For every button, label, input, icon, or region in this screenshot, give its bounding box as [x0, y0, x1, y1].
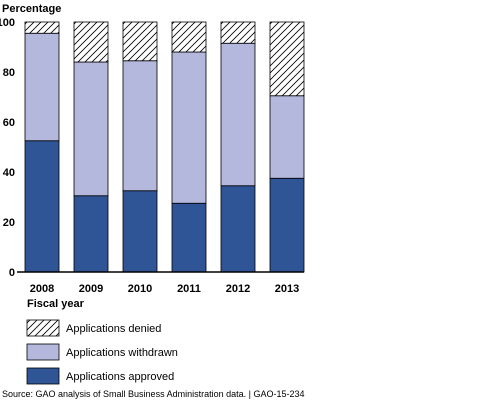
y-tick-label: 40 — [3, 167, 15, 179]
bar-segment — [73, 21, 109, 63]
bar-segment — [171, 21, 207, 53]
bar-segment — [73, 195, 109, 273]
x-tick-label: 2008 — [30, 283, 54, 295]
y-axis-title: Percentage — [2, 3, 61, 15]
bar-segment — [220, 185, 256, 273]
y-tick-label: 0 — [9, 267, 15, 279]
legend-swatch — [26, 367, 60, 385]
bar-segment — [269, 177, 305, 273]
bar-segment — [73, 61, 109, 197]
bar-segment — [269, 21, 305, 97]
bar-segment — [269, 95, 305, 179]
bar-segment — [122, 21, 158, 62]
x-tick-label: 2013 — [275, 283, 299, 295]
x-axis-ticks: 2008 2009 2010 2011 2012 2013 — [30, 283, 299, 295]
y-tick-label: 20 — [3, 217, 15, 229]
x-axis-title: Fiscal year — [27, 298, 85, 310]
bar-segment — [171, 202, 207, 273]
bar-segment — [122, 60, 158, 192]
x-tick-label: 2009 — [79, 283, 103, 295]
x-tick-label: 2011 — [177, 283, 201, 295]
source-note: Source: GAO analysis of Small Business A… — [2, 389, 304, 399]
legend: Applications denied Applications withdraw… — [26, 319, 178, 385]
legend-label: Applications denied — [66, 323, 161, 335]
bar-segment — [220, 42, 256, 187]
y-tick-label: 80 — [3, 67, 15, 79]
bars — [24, 21, 305, 273]
bar-segment — [24, 32, 60, 142]
y-axis-ticks: 0 20 40 60 80 100 — [0, 17, 15, 279]
x-tick-label: 2010 — [128, 283, 152, 295]
legend-label: Applications withdrawn — [66, 347, 178, 359]
x-tick-label: 2012 — [226, 283, 250, 295]
bar-segment — [24, 21, 60, 34]
bar-segment — [171, 51, 207, 204]
legend-swatch — [26, 319, 60, 337]
legend-swatch — [26, 343, 60, 361]
y-tick-label: 60 — [3, 117, 15, 129]
bar-segment — [220, 21, 256, 44]
y-tick-label: 100 — [0, 17, 15, 29]
bar-segment — [122, 190, 158, 273]
bar-segment — [24, 140, 60, 273]
legend-label: Applications approved — [66, 371, 174, 383]
